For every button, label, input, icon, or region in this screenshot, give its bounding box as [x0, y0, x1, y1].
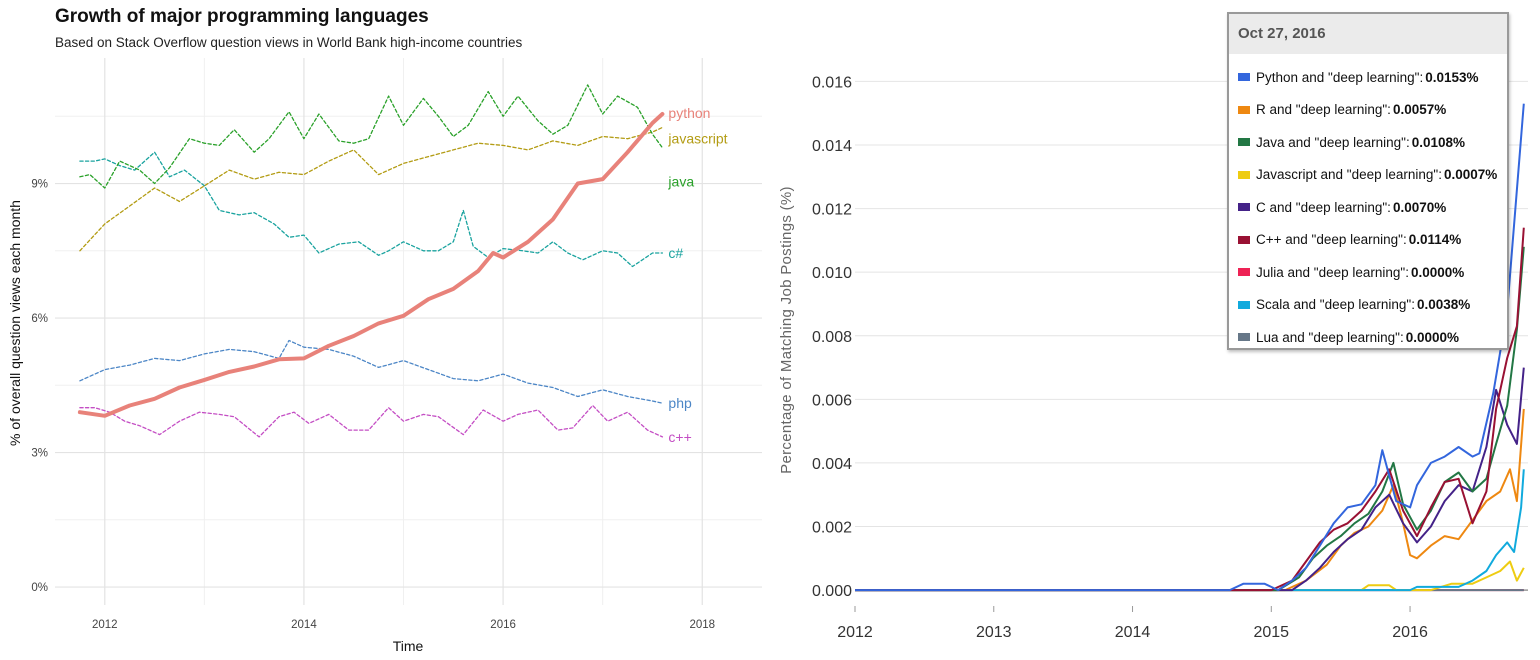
series-label-python: python — [668, 105, 710, 121]
series-line-javascript — [79, 126, 664, 252]
left-x-tick-label: 2014 — [291, 619, 317, 631]
series-line-php — [79, 339, 664, 404]
legend-swatch — [1238, 268, 1250, 277]
right-x-tick-label: 2014 — [1115, 624, 1151, 641]
right-y-tick-label: 0.010 — [812, 265, 852, 282]
left-x-tick-label: 2012 — [92, 619, 118, 631]
series-line-c-and-deep-learning — [855, 367, 1525, 592]
right-y-tick-label: 0.012 — [812, 202, 852, 219]
right-y-tick-label: 0.002 — [812, 520, 852, 537]
tooltip-date: Oct 27, 2016 — [1229, 14, 1507, 54]
tooltip-series-name: R and "deep learning": — [1256, 102, 1391, 118]
series-label-csharp: c# — [668, 245, 683, 261]
tooltip-series-value: 0.0153% — [1425, 69, 1479, 85]
left-y-tick-label: 3% — [31, 448, 48, 460]
series-label-javascript: javascript — [667, 130, 727, 146]
tooltip-row: Javascript and "deep learning": 0.0007% — [1229, 159, 1507, 192]
right-y-tick-label: 0.016 — [812, 74, 852, 91]
series-label-cplusplus: c++ — [668, 429, 691, 445]
tooltip-row: C and "deep learning": 0.0070% — [1229, 191, 1507, 224]
tooltip-row: Scala and "deep learning": 0.0038% — [1229, 289, 1507, 322]
tooltip-series-name: Scala and "deep learning": — [1256, 297, 1415, 313]
series-line-scala-and-deep-learning — [855, 469, 1525, 592]
legend-swatch — [1238, 170, 1250, 179]
tooltip-series-value: 0.0057% — [1392, 102, 1447, 118]
right-y-tick-label: 0.006 — [812, 392, 852, 409]
tooltip-series-name: Java and "deep learning": — [1256, 134, 1410, 150]
chart-tooltip: Oct 27, 2016 Python and "deep learning":… — [1227, 12, 1509, 350]
left-y-tick-label: 6% — [31, 313, 48, 325]
legend-swatch — [1238, 333, 1250, 342]
left-x-tick-label: 2016 — [490, 619, 516, 631]
left-chart-y-axis-label: % of overall question views each month — [7, 200, 23, 446]
left-chart-title: Growth of major programming languages — [55, 6, 429, 27]
tooltip-row: R and "deep learning": 0.0057% — [1229, 94, 1507, 127]
tooltip-row: Python and "deep learning": 0.0153% — [1229, 61, 1507, 94]
tooltip-series-name: Julia and "deep learning": — [1256, 264, 1409, 280]
left-y-tick-label: 0% — [31, 582, 48, 594]
right-chart-y-axis-label: Percentage of Matching Job Postings (%) — [778, 186, 795, 474]
series-label-java: java — [667, 174, 694, 190]
left-chart-x-axis-label: Time — [393, 638, 424, 654]
series-line-python-and-deep-learning — [855, 103, 1525, 592]
tooltip-series-value: 0.0038% — [1416, 297, 1471, 313]
series-line-python — [77, 112, 665, 418]
tooltip-row: Julia and "deep learning": 0.0000% — [1229, 256, 1507, 289]
right-y-tick-label: 0.004 — [812, 456, 852, 473]
legend-swatch — [1238, 235, 1250, 244]
left-y-tick-label: 9% — [31, 179, 48, 191]
series-label-php: php — [668, 395, 692, 411]
series-line-cplusplus — [79, 404, 664, 438]
right-x-tick-label: 2012 — [837, 624, 873, 641]
series-line-csharp — [79, 151, 664, 268]
tooltip-series-value: 0.0070% — [1392, 199, 1447, 215]
series-line-java — [79, 84, 664, 189]
left-chart: Growth of major programming languages Ba… — [7, 6, 762, 654]
left-chart-subtitle: Based on Stack Overflow question views i… — [55, 35, 522, 50]
tooltip-row: Java and "deep learning": 0.0108% — [1229, 126, 1507, 159]
tooltip-series-name: Python and "deep learning": — [1256, 69, 1424, 85]
legend-swatch — [1238, 300, 1250, 309]
right-y-tick-label: 0.008 — [812, 329, 852, 346]
tooltip-series-value: 0.0108% — [1411, 134, 1465, 150]
tooltip-series-name: Lua and "deep learning": — [1256, 329, 1404, 345]
tooltip-series-value: 0.0000% — [1410, 264, 1465, 280]
right-y-tick-label: 0.014 — [812, 138, 852, 155]
legend-swatch — [1238, 138, 1250, 147]
series-line-javascript-and-deep-learning — [855, 560, 1525, 592]
legend-swatch — [1238, 73, 1250, 82]
tooltip-series-name: C++ and "deep learning": — [1256, 232, 1407, 248]
legend-swatch — [1238, 105, 1250, 114]
right-x-tick-label: 2015 — [1253, 624, 1289, 641]
right-y-tick-label: 0.000 — [812, 583, 852, 600]
right-x-tick-label: 2013 — [976, 624, 1012, 641]
left-x-tick-label: 2018 — [689, 619, 715, 631]
legend-swatch — [1238, 203, 1250, 212]
tooltip-series-value: 0.0114% — [1408, 232, 1462, 248]
tooltip-row: Lua and "deep learning": 0.0000% — [1229, 321, 1507, 354]
series-line-cplusplus-and-deep-learning — [855, 227, 1525, 592]
tooltip-series-value: 0.0000% — [1405, 329, 1459, 345]
series-line-r-and-deep-learning — [855, 408, 1525, 592]
tooltip-series-name: Javascript and "deep learning": — [1256, 167, 1442, 183]
tooltip-series-name: C and "deep learning": — [1256, 199, 1391, 215]
tooltip-series-value: 0.0007% — [1443, 167, 1498, 183]
tooltip-legend: Python and "deep learning": 0.0153% R and… — [1229, 54, 1507, 354]
tooltip-row: C++ and "deep learning": 0.0114% — [1229, 224, 1507, 257]
right-x-tick-label: 2016 — [1392, 624, 1428, 641]
